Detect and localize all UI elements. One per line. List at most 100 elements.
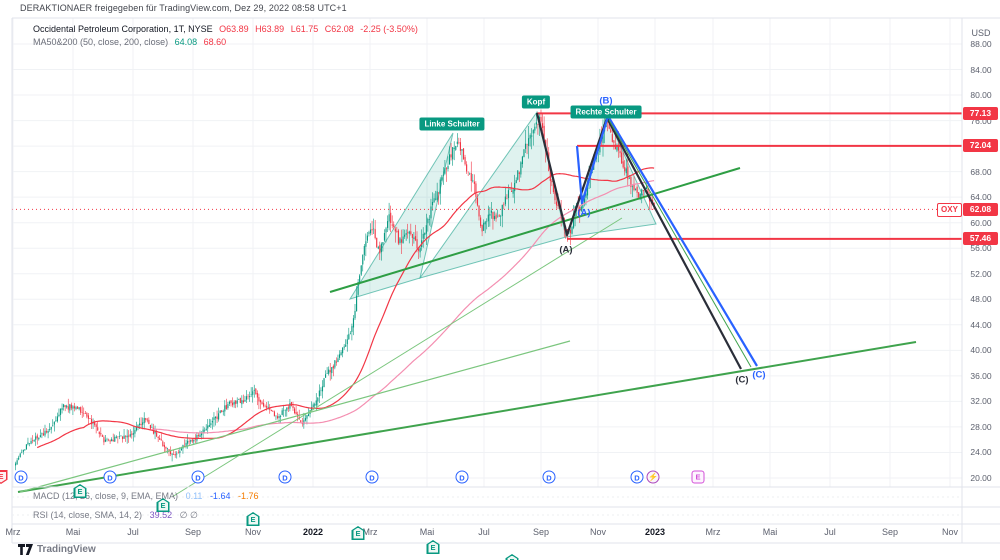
time-axis-label[interactable]: 2022 (302, 527, 324, 537)
candle-body (493, 216, 496, 220)
candle-body (84, 413, 86, 414)
event-badge-d[interactable]: D (191, 470, 205, 484)
time-axis-label[interactable]: Mrz (5, 527, 21, 537)
candle-body (241, 400, 243, 405)
candle-body (267, 407, 269, 408)
pattern-label[interactable]: Linke Schulter (419, 117, 485, 131)
event-badge-e[interactable]: E (351, 526, 365, 540)
event-badge-d[interactable]: D (365, 470, 379, 484)
time-axis-label[interactable]: Sep (532, 527, 550, 537)
candle-body (219, 410, 221, 413)
candle-body (256, 392, 258, 398)
event-badge-e[interactable]: E (246, 512, 260, 526)
candle-body (481, 224, 483, 232)
candle-body (441, 177, 443, 181)
candle-body (245, 396, 248, 400)
candle-body (157, 436, 159, 438)
time-axis-label[interactable]: 2023 (644, 527, 666, 537)
candle-body (49, 429, 51, 430)
candle-body (459, 142, 461, 151)
event-badge-d[interactable]: D (14, 470, 28, 484)
candle-body (359, 275, 361, 283)
attribution-header[interactable]: DERAKTIONAER freigegeben für TradingView… (20, 3, 347, 13)
candle-body (624, 167, 626, 172)
candle-body (280, 416, 282, 417)
event-badge-e[interactable]: E (156, 498, 170, 512)
candle-body (242, 400, 244, 403)
candle-body (224, 405, 226, 412)
candle-body (142, 422, 144, 425)
candle-body (636, 186, 638, 193)
candle-body (236, 400, 238, 404)
time-axis-label[interactable]: Nov (244, 527, 262, 537)
candle-body (354, 310, 356, 319)
time-axis-label[interactable]: Mai (419, 527, 435, 537)
candle-body (115, 436, 117, 438)
candle-body (504, 196, 506, 205)
time-axis-label[interactable]: Jul (127, 527, 139, 537)
candle-body (438, 192, 440, 194)
time-axis-label[interactable]: Nov (941, 527, 959, 537)
event-badge-d[interactable]: D (278, 470, 292, 484)
event-badge-ep[interactable]: E (691, 470, 705, 484)
candle-body (334, 360, 336, 368)
candle-body (202, 429, 204, 434)
candle-body (41, 433, 43, 435)
candle-body (179, 451, 181, 454)
price-tick-label: 56.00 (970, 243, 992, 254)
rsi-pane-row[interactable]: RSI (14, close, SMA, 14, 2) 39.52 ∅ ∅ (33, 510, 203, 521)
candle-body (380, 243, 382, 253)
event-badge-f[interactable]: ⚡ (646, 470, 660, 484)
time-axis-label[interactable]: Mrz (705, 527, 721, 537)
candle-body (436, 191, 438, 200)
time-axis-label[interactable]: Mai (762, 527, 778, 537)
time-axis-label[interactable]: Sep (881, 527, 899, 537)
time-axis-label[interactable]: Mrz (362, 527, 378, 537)
event-badge-d[interactable]: D (542, 470, 556, 484)
candle-body (517, 170, 519, 180)
candle-body (450, 154, 452, 158)
candle-body (109, 440, 111, 442)
candle-body (73, 406, 76, 409)
time-axis-label[interactable]: Jul (478, 527, 490, 537)
candle-body (159, 437, 161, 440)
candle-body (94, 421, 96, 425)
candle-body (114, 436, 116, 442)
event-badge-er[interactable]: E (0, 470, 8, 484)
event-badge-d[interactable]: D (455, 470, 469, 484)
pattern-label[interactable]: Rechte Schulter (570, 105, 642, 119)
symbol-price-chip: OXY (937, 203, 962, 218)
event-badge-d[interactable]: D (630, 470, 644, 484)
event-badge-d[interactable]: D (103, 470, 117, 484)
candle-body (131, 433, 133, 435)
candle-body (61, 408, 63, 410)
price-tick-label: 28.00 (970, 421, 992, 432)
ma-indicator-title: MA50&200 (50, close, 200, close) (33, 37, 169, 47)
pattern-label[interactable]: Kopf (521, 95, 551, 109)
tradingview-attribution[interactable]: TradingView (18, 544, 96, 555)
candle-body (473, 181, 475, 184)
event-badge-e[interactable]: E (73, 484, 87, 498)
candle-body (360, 265, 362, 275)
time-axis-label[interactable]: Nov (589, 527, 607, 537)
candle-body (356, 295, 358, 312)
candle-body (551, 180, 553, 183)
event-badge-e[interactable]: E (426, 540, 440, 554)
time-axis-label[interactable]: Mai (65, 527, 81, 537)
candle-body (259, 400, 262, 403)
candle-body (413, 237, 415, 239)
candle-body (191, 439, 193, 442)
event-badge-e[interactable]: E (505, 554, 519, 560)
candle-body (402, 236, 404, 244)
candle-body (439, 179, 441, 194)
candle-body (238, 398, 240, 400)
macd-pane-row[interactable]: MACD (12, 26, close, 9, EMA, EMA) 0.11 -… (33, 491, 263, 501)
candle-body (190, 440, 192, 442)
time-axis-label[interactable]: Sep (184, 527, 202, 537)
pattern-shape-left-shoulder (348, 132, 454, 300)
symbol-legend-row[interactable]: Occidental Petroleum Corporation, 1T, NY… (33, 23, 422, 36)
candle-body (239, 397, 241, 404)
ma-legend-row[interactable]: MA50&200 (50, close, 200, close) 64.08 6… (33, 36, 422, 49)
candle-body (509, 188, 511, 190)
time-axis-label[interactable]: Jul (824, 527, 836, 537)
